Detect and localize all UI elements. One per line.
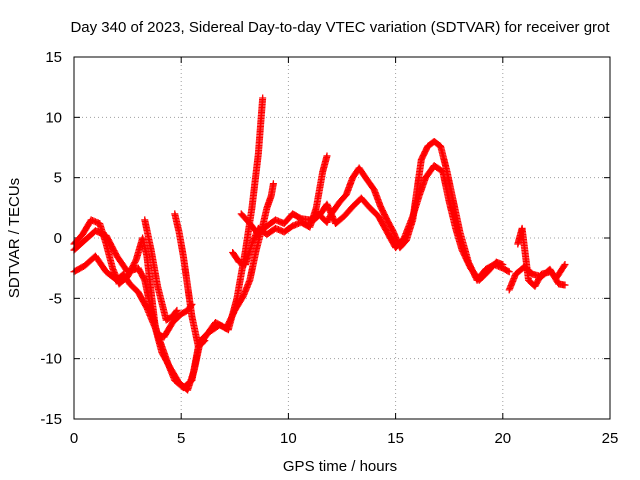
data-point-marker — [505, 268, 513, 276]
data-point-marker — [200, 338, 208, 346]
x-tick-label: 0 — [70, 430, 78, 447]
x-tick-label: 25 — [602, 430, 619, 447]
y-tick-label: -15 — [40, 411, 62, 428]
data-point-marker — [561, 261, 569, 269]
series-track-j — [505, 263, 569, 294]
y-tick-label: -10 — [40, 351, 62, 368]
series-track-e — [171, 210, 209, 351]
y-tick-label: 5 — [54, 170, 62, 187]
x-tick-label: 5 — [177, 430, 185, 447]
y-tick-label: 10 — [45, 109, 62, 126]
y-tick-label: 0 — [54, 230, 62, 247]
series-track-h — [310, 162, 507, 284]
y-axis-label: SDTVAR / TECUs — [6, 178, 23, 298]
data-point-marker — [323, 152, 331, 160]
data-point-marker — [173, 306, 181, 314]
x-tick-label: 15 — [387, 430, 404, 447]
x-tick-label: 20 — [494, 430, 511, 447]
data-point-marker — [561, 281, 569, 289]
data-point-marker — [560, 262, 568, 270]
x-axis-label: GPS time / hours — [283, 458, 397, 475]
series-track-d — [141, 216, 181, 324]
y-tick-labels: -15 -10 -5 0 5 10 15 — [40, 49, 62, 428]
data-point-marker — [504, 267, 512, 275]
data-point-marker — [201, 337, 209, 345]
data-series — [70, 94, 569, 394]
data-point-marker — [172, 308, 180, 316]
data-point-marker — [269, 180, 277, 188]
x-tick-label: 10 — [280, 430, 297, 447]
x-tick-labels: 0 5 10 15 20 25 — [70, 430, 619, 447]
y-tick-label: 15 — [45, 49, 62, 66]
chart-title: Day 340 of 2023, Sidereal Day-to-day VTE… — [70, 19, 610, 36]
data-point-marker — [259, 94, 267, 102]
plot-border — [73, 56, 611, 420]
data-point-marker — [499, 261, 507, 269]
y-tick-label: -5 — [49, 290, 62, 307]
